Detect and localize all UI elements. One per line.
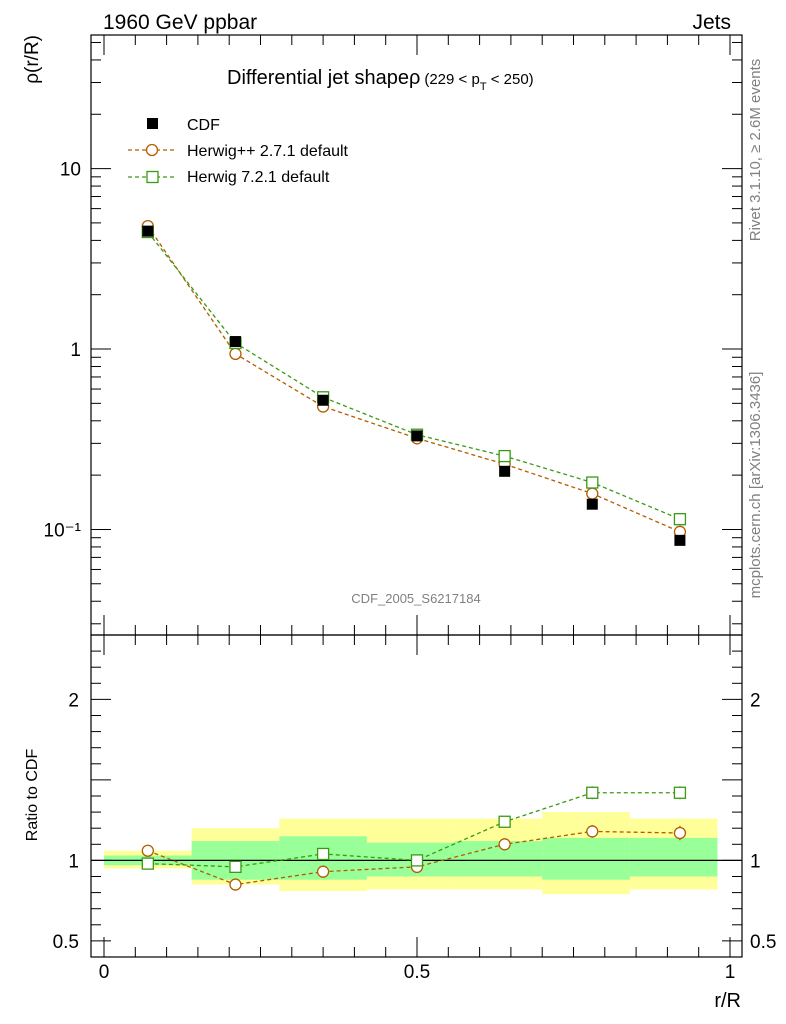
y-tick-label: 10 bbox=[60, 160, 81, 181]
green-band-bin bbox=[542, 837, 630, 880]
y-axis-label-ratio: Ratio to CDF bbox=[24, 749, 41, 842]
ratio-y-tick-label: 1 bbox=[68, 851, 79, 872]
data-point bbox=[586, 476, 599, 489]
legend-marker-cdf bbox=[147, 118, 158, 129]
mcplots-label: mcplots.cern.ch [arXiv:1306.3436] bbox=[747, 372, 764, 599]
data-point bbox=[229, 336, 241, 348]
legend-label-herwig7: Herwig 7.2.1 default bbox=[187, 169, 330, 186]
chart-title-sub: T bbox=[480, 81, 487, 93]
analysis-watermark: CDF_2005_S6217184 bbox=[351, 591, 480, 606]
ratio-y-tick-label: 0.5 bbox=[53, 932, 79, 953]
rivet-label: Rivet 3.1.10, ≥ 2.6M events bbox=[747, 59, 764, 242]
legend-marker-herwig7 bbox=[146, 170, 159, 184]
legend-label-cdf: CDF bbox=[187, 117, 220, 134]
ratio-data-point bbox=[141, 844, 154, 857]
ratio-y-tick-label-right: 0.5 bbox=[750, 932, 776, 953]
data-point bbox=[498, 449, 511, 463]
ratio-data-point bbox=[498, 815, 511, 828]
ratio-data-point bbox=[673, 786, 687, 799]
data-point bbox=[673, 513, 687, 526]
x-tick-label: 1 bbox=[725, 962, 736, 983]
header-right: Jets bbox=[692, 11, 731, 34]
green-band-bin bbox=[454, 841, 543, 877]
ratio-data-point bbox=[229, 860, 242, 873]
data-point bbox=[674, 534, 686, 546]
chart-title-range-b: < 250) bbox=[487, 71, 534, 88]
ratio-data-point bbox=[229, 878, 242, 891]
data-point bbox=[586, 487, 599, 500]
green-band-bin bbox=[629, 837, 718, 877]
ratio-data-point bbox=[586, 786, 599, 799]
x-tick-label: 0.5 bbox=[404, 962, 430, 983]
ratio-data-point bbox=[498, 838, 511, 851]
chart-marks: 10⁻¹ 1 10 0 0.5 1 0.5 0.5 1 1 2 2 bbox=[44, 35, 776, 983]
y-tick-label: 1 bbox=[70, 340, 81, 361]
y-tick-label: 10⁻¹ bbox=[44, 520, 82, 541]
ratio-y-tick-label: 2 bbox=[68, 690, 79, 711]
data-point bbox=[142, 225, 154, 237]
ratio-y-tick-label-right: 2 bbox=[750, 690, 761, 711]
data-point bbox=[229, 347, 242, 361]
legend: CDF Herwig++ 2.7.1 default Herwig 7.2.1 … bbox=[128, 117, 349, 186]
green-band-bin bbox=[366, 842, 455, 877]
x-tick-label: 0 bbox=[99, 962, 110, 983]
data-point bbox=[586, 498, 598, 510]
data-point bbox=[411, 430, 423, 442]
ratio-data-point bbox=[586, 825, 599, 838]
ratio-data-point bbox=[316, 847, 330, 861]
chart-title-main: Differential jet shapeρ bbox=[227, 67, 420, 89]
ratio-data-point bbox=[673, 826, 687, 840]
ratio-panel-frame bbox=[90, 634, 743, 958]
ratio-y-tick-label-right: 1 bbox=[750, 851, 761, 872]
legend-marker-herwigpp bbox=[145, 143, 159, 157]
chart-title-range-a: (229 < p bbox=[424, 71, 479, 88]
ratio-data-point bbox=[410, 854, 424, 867]
data-point bbox=[317, 394, 329, 406]
y-axis-label-top: ρ(r/R) bbox=[22, 35, 43, 84]
data-point bbox=[499, 465, 511, 477]
series-line bbox=[147, 231, 681, 520]
x-axis-label: r/R bbox=[714, 990, 741, 1012]
ratio-data-point bbox=[141, 857, 154, 870]
legend-label-herwigpp: Herwig++ 2.7.1 default bbox=[187, 143, 349, 160]
chart-title: Differential jet shapeρ (229 < pT < 250) bbox=[227, 67, 534, 93]
ratio-data-point bbox=[316, 865, 330, 878]
header-left: 1960 GeV ppbar bbox=[103, 11, 257, 34]
